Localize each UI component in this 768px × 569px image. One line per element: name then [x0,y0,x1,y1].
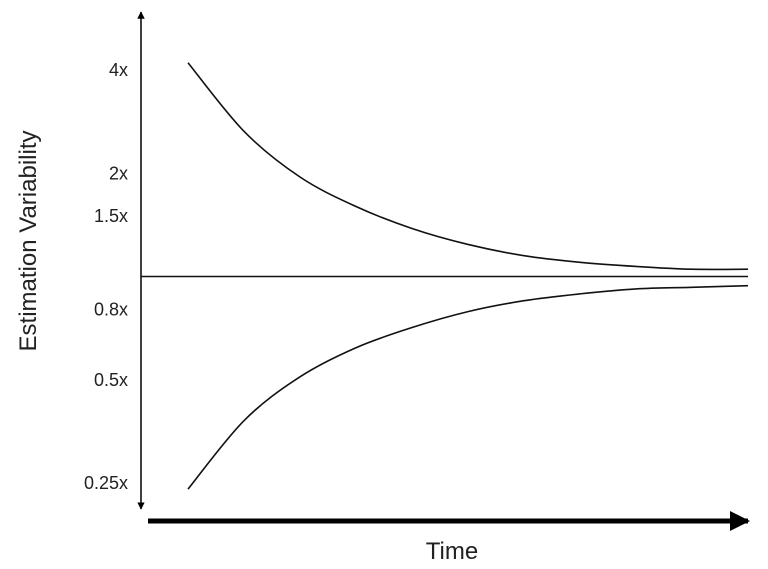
y-tick-label-2: 1.5x [94,206,128,226]
y-tick-label-0: 4x [109,60,128,80]
y-tick-label-5: 0.25x [84,473,128,493]
x-axis-title: Time [426,538,478,565]
series-layer [141,62,749,490]
y-tick-label-3: 0.8x [94,300,128,320]
y-tick-label-4: 0.5x [94,370,128,390]
y-tick-labels: 4x 2x 1.5x 0.8x 0.5x 0.25x [84,60,128,493]
series-line-2 [187,284,749,490]
series-line-0 [187,62,749,271]
y-axis-title: Estimation Variability [15,131,42,352]
y-tick-label-1: 2x [109,163,128,183]
